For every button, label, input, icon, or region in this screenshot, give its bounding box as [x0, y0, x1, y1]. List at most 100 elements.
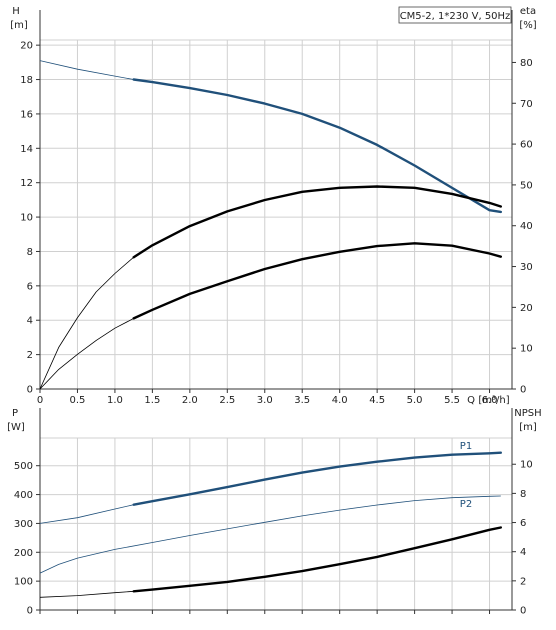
y-right-tick-label: 0: [520, 606, 526, 617]
series-point: [39, 388, 41, 390]
y-left-label-p: P: [12, 408, 18, 419]
series-point: [414, 165, 416, 167]
series-point: [339, 509, 341, 511]
series-point: [151, 244, 153, 246]
series-point: [133, 504, 135, 506]
top-panel-head-efficiency: 0 2 4 6 8 10 12 14 16 18 20 0 10 20 30 40 50 60 70 80 0 0.5 1.…: [20, 10, 533, 406]
series-point: [114, 508, 116, 510]
y-left-tick-label: 0: [27, 606, 33, 617]
y-right-tick-label: 40: [520, 221, 533, 232]
series-point: [339, 251, 341, 253]
series-point: [58, 368, 60, 370]
series-point: [376, 504, 378, 506]
y-left-tick-label: 2: [27, 350, 33, 361]
series-point: [77, 517, 79, 519]
y-right-unit-npsh: [m]: [519, 422, 537, 433]
series-point: [226, 94, 228, 96]
series-point: [133, 256, 135, 258]
series-point: [189, 293, 191, 295]
y-right-tick-label: 4: [520, 547, 526, 558]
x-tick-label: 1.0: [107, 395, 123, 406]
y-left-tick-label: 10: [20, 213, 33, 224]
y-left-tick-label: 4: [27, 316, 33, 327]
y-right-tick-label: 8: [520, 489, 526, 500]
y-right-tick-label: 50: [520, 180, 533, 191]
series-point: [376, 186, 378, 188]
series-point: [39, 572, 41, 574]
series-point: [301, 515, 303, 517]
y-right-tick-label: 60: [520, 140, 533, 151]
series-point: [414, 242, 416, 244]
series-point: [264, 521, 266, 523]
series-point: [189, 225, 191, 227]
x-tick-label: 0.5: [70, 395, 86, 406]
y-left-tick-label: 400: [14, 490, 33, 501]
series-point: [77, 595, 79, 597]
series-point: [339, 466, 341, 468]
y-right-tick-label: 10: [520, 460, 533, 471]
series-point: [189, 87, 191, 89]
legend-box-text: CM5-2, 1*230 V, 50Hz: [400, 11, 511, 22]
y-left-label-h: H: [12, 6, 20, 17]
series-point: [151, 81, 153, 83]
legend-box: [398, 6, 512, 24]
x-tick-label: 0: [37, 395, 43, 406]
series-point: [489, 452, 491, 454]
series-point: [376, 144, 378, 146]
series-point: [151, 589, 153, 591]
y-left-tick-label: 200: [14, 548, 33, 559]
series-point: [500, 495, 502, 497]
series-point: [500, 256, 502, 258]
y-left-tick-label: 8: [27, 247, 33, 258]
series-point: [77, 68, 79, 70]
series-point: [451, 454, 453, 456]
y-left-unit-p: [W]: [7, 422, 25, 433]
x-tick-label: 5.0: [407, 395, 423, 406]
series-point: [77, 317, 79, 319]
series-point: [500, 211, 502, 213]
series-point: [264, 479, 266, 481]
series-point: [77, 353, 79, 355]
series-point: [264, 576, 266, 578]
series-point: [489, 529, 491, 531]
series-point: [151, 309, 153, 311]
y-left-tick-label: 500: [14, 461, 33, 472]
y-right-tick-label: 0: [520, 385, 526, 396]
series-line-operating: [132, 451, 502, 506]
series-point: [489, 209, 491, 211]
y-right-tick-label: 20: [520, 303, 533, 314]
series-point: [226, 581, 228, 583]
series-point: [226, 528, 228, 530]
series-point: [301, 113, 303, 115]
series-point: [376, 556, 378, 558]
series-point: [414, 187, 416, 189]
bottom-panel-power-npsh: 0 100 200 300 400 500 0 2 4 6 8 10: [14, 408, 533, 617]
series-point: [58, 563, 60, 565]
series-point: [58, 346, 60, 348]
series-point: [151, 500, 153, 502]
y-right-tick-label: 80: [520, 58, 533, 69]
series-point: [226, 280, 228, 282]
series-point: [77, 557, 79, 559]
series-point: [414, 547, 416, 549]
x-tick-label: 4.0: [332, 395, 348, 406]
y-left-tick-label: 20: [20, 41, 33, 52]
y-right-unit-eta: [%]: [519, 20, 536, 31]
y-right-tick-label: 30: [520, 262, 533, 273]
series-point: [376, 461, 378, 463]
series-point: [339, 127, 341, 129]
y-right-tick-label: 2: [520, 576, 526, 587]
series-point: [133, 79, 135, 81]
x-tick-label: 1.5: [144, 395, 160, 406]
y-right-tick-label: 6: [520, 518, 526, 529]
y-left-tick-label: 16: [20, 109, 33, 120]
series-point: [451, 538, 453, 540]
series-point: [264, 268, 266, 270]
series-point: [189, 585, 191, 587]
plot-area: [40, 438, 512, 610]
series-point: [114, 75, 116, 77]
series-point: [39, 522, 41, 524]
series-label-p1: P1: [460, 441, 472, 452]
y-right-tick-label: 10: [520, 344, 533, 355]
series-point: [226, 210, 228, 212]
